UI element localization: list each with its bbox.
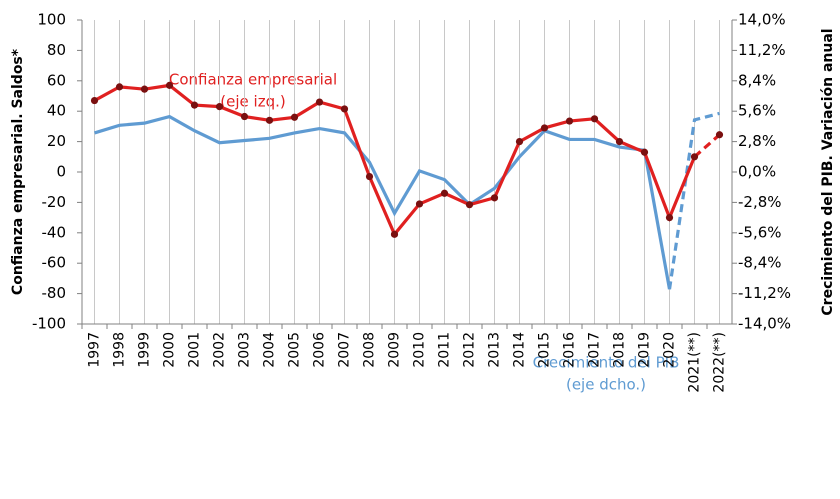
data-point [490, 194, 499, 202]
y2-tick-label: -2,8% [738, 193, 782, 211]
y-axis-label: Confianza empresarial. Saldos* [10, 48, 26, 295]
data-point [565, 117, 574, 125]
data-point [515, 138, 524, 146]
x-tick-label: 2009 [387, 332, 403, 368]
x-tick-label: 2019 [637, 332, 653, 368]
data-point [365, 172, 374, 181]
y-tick-label: 20 [47, 132, 66, 150]
data-point [590, 115, 599, 123]
x-tick-label: 2004 [262, 332, 278, 368]
x-tick-label: 2012 [462, 332, 478, 368]
data-point [540, 124, 549, 132]
series-annotation-note: (eje izq.) [220, 93, 285, 111]
data-point [690, 153, 699, 161]
x-tick-label: 2001 [187, 332, 203, 368]
data-point [215, 103, 224, 111]
data-point [190, 101, 199, 109]
data-point [90, 96, 99, 105]
data-point [665, 214, 674, 222]
y-tick-label: -80 [42, 284, 67, 302]
data-point [290, 113, 299, 121]
series-line-dashed [667, 111, 720, 290]
x-tick-label: 2002 [212, 332, 228, 368]
x-tick-label: 2017 [587, 332, 603, 368]
data-point [340, 105, 349, 113]
y2-tick-label: 14,0% [738, 11, 786, 29]
y2-tick-label: 8,4% [738, 71, 776, 89]
data-point [440, 189, 449, 197]
data-point [465, 201, 474, 209]
x-tick-label: 2021(**) [687, 332, 703, 393]
x-tick-label: 2003 [237, 332, 253, 368]
data-point [165, 81, 174, 89]
x-tick-label: 2013 [487, 332, 503, 368]
y-tick-label: 40 [47, 102, 66, 120]
data-point [390, 230, 399, 238]
x-tick-label: 1998 [112, 332, 128, 368]
y2-tick-label: -8,4% [738, 254, 782, 272]
y2-axis-label: Crecimiento del PIB. Variación anual [820, 28, 836, 315]
series-line-dashed [693, 133, 721, 159]
x-tick-label: 2020 [662, 332, 678, 368]
data-point [640, 148, 649, 156]
series-annotation: Crecimiento del PIB [533, 354, 680, 372]
y-tick-label: 0 [56, 163, 66, 181]
data-point [315, 98, 324, 106]
x-tick-label: 2006 [312, 332, 328, 368]
x-tick-label: 2008 [362, 332, 378, 368]
data-point [265, 116, 274, 124]
y-tick-label: -60 [42, 254, 67, 272]
y-tick-label: 60 [47, 71, 66, 89]
y2-tick-label: -14,0% [738, 315, 791, 333]
y2-tick-label: -11,2% [738, 284, 791, 302]
y-tick-label: -100 [32, 315, 66, 333]
x-tick-label: 2007 [337, 332, 353, 368]
y2-tick-label: 11,2% [738, 41, 786, 59]
x-tick-label: 2014 [512, 332, 528, 368]
data-point [140, 85, 149, 93]
data-point [240, 112, 249, 121]
y-tick-label: 80 [47, 41, 66, 59]
x-tick-label: 2015 [537, 332, 553, 368]
y-tick-label: -20 [42, 193, 67, 211]
y2-tick-label: -5,6% [738, 223, 782, 241]
x-tick-label: 1999 [137, 332, 153, 368]
y2-tick-label: 0,0% [738, 163, 776, 181]
y2-tick-label: 5,6% [738, 102, 776, 120]
y-tick-label: -40 [42, 223, 67, 241]
x-tick-label: 2018 [612, 332, 628, 368]
x-tick-label: 2010 [412, 332, 428, 368]
x-tick-label: 2022(**) [712, 332, 728, 393]
data-point [115, 83, 124, 91]
data-point [415, 200, 424, 208]
y2-tick-label: 2,8% [738, 132, 776, 150]
x-tick-label: 2011 [437, 332, 453, 368]
y-tick-label: 100 [37, 11, 66, 29]
x-tick-label: 1997 [87, 332, 103, 368]
series-annotation: Confianza empresarial [169, 71, 337, 89]
x-tick-label: 2000 [162, 332, 178, 368]
x-tick-label: 2016 [562, 332, 578, 368]
x-tick-label: 2005 [287, 332, 303, 368]
series-annotation-note: (eje dcho.) [566, 376, 646, 394]
data-point [715, 131, 724, 139]
series-line [94, 114, 672, 290]
data-point [615, 138, 624, 146]
